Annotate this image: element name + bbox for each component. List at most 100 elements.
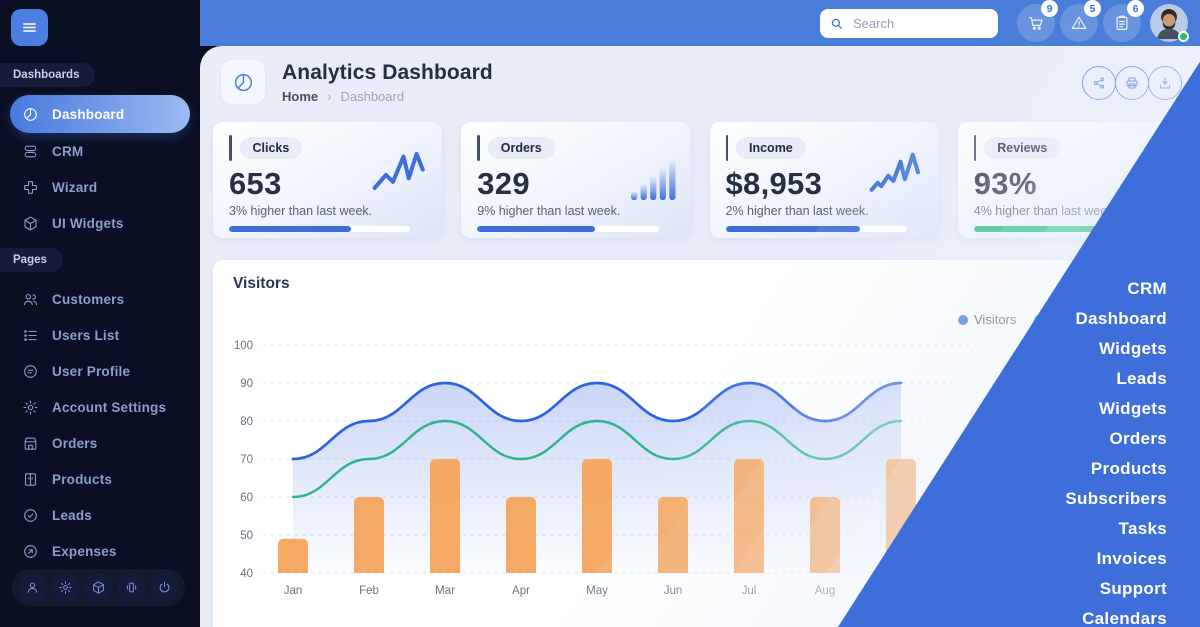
stat-progress-fill bbox=[229, 226, 351, 232]
sidebar-item-users-list[interactable]: Users List bbox=[10, 317, 190, 353]
stat-note: 2% higher than last week. bbox=[725, 204, 869, 218]
overlay-menu-item-products[interactable]: Products bbox=[1090, 459, 1167, 478]
overlay-menu-item-support[interactable]: Support bbox=[1099, 579, 1167, 598]
stat-progress-fill bbox=[725, 226, 860, 232]
sidebar-item-customers[interactable]: Customers bbox=[10, 281, 190, 317]
sidebar-item-label: User Profile bbox=[52, 363, 131, 379]
svg-text:May: May bbox=[586, 585, 608, 597]
sidebar-item-label: Expenses bbox=[52, 543, 117, 559]
plus-icon bbox=[22, 179, 39, 196]
overlay-menu-item-crm[interactable]: CRM bbox=[1127, 279, 1167, 298]
cart-button[interactable]: 9 bbox=[1017, 0, 1058, 42]
stat-value: 93% bbox=[973, 166, 1037, 201]
search-box[interactable] bbox=[820, 8, 998, 38]
tasks-button[interactable]: 6 bbox=[1103, 0, 1144, 42]
stat-tag-label: Orders bbox=[487, 137, 555, 159]
alerts-button[interactable]: 5 bbox=[1060, 0, 1101, 42]
stat-card-reviews[interactable]: Reviews 93% 4% higher than last week. bbox=[957, 122, 1187, 238]
svg-text:80: 80 bbox=[240, 416, 253, 428]
overlay-menu-item-widgets[interactable]: Widgets bbox=[1098, 399, 1167, 418]
dashboard-header-icon bbox=[220, 59, 266, 105]
stats-row: Clicks 653 3% higher than last week. Ord… bbox=[213, 122, 1187, 238]
overlay-menu-item-leads[interactable]: Leads bbox=[1116, 369, 1167, 388]
sidebar: Dashboards Dashboard CRM Wizard UI Widgets … bbox=[0, 0, 200, 627]
breadcrumb-home-link[interactable]: Home bbox=[282, 88, 319, 104]
sidebar-item-expenses[interactable]: Expenses bbox=[10, 533, 190, 569]
sidebar-item-user-profile[interactable]: User Profile bbox=[10, 353, 190, 389]
power-toolbar-button[interactable] bbox=[150, 573, 179, 602]
sidebar-item-orders[interactable]: Orders bbox=[10, 425, 190, 461]
sidebar-item-label: Customers bbox=[52, 291, 125, 307]
sidebar-nav-dashboards: Dashboard CRM Wizard UI Widgets bbox=[0, 95, 200, 241]
sidebar-item-dashboard[interactable]: Dashboard bbox=[10, 95, 190, 133]
line-chart-icon bbox=[869, 151, 925, 202]
sidebar-item-label: Orders bbox=[52, 435, 98, 451]
stat-progress-track bbox=[229, 226, 411, 232]
power-icon bbox=[159, 581, 170, 593]
overlay-menu-item-widgets[interactable]: Widgets bbox=[1098, 339, 1167, 358]
sidebar-item-wizard[interactable]: Wizard bbox=[10, 169, 190, 205]
sidebar-item-label: Products bbox=[52, 471, 113, 487]
share-button[interactable] bbox=[1082, 66, 1116, 100]
search-input[interactable] bbox=[851, 14, 989, 32]
stat-value: 329 bbox=[477, 166, 530, 201]
overlay-menu-item-dashboard[interactable]: Dashboard bbox=[1075, 309, 1167, 328]
user-icon bbox=[27, 582, 38, 593]
db-icon bbox=[22, 143, 39, 160]
sidebar-item-label: Account Settings bbox=[52, 399, 167, 415]
search-icon bbox=[831, 18, 842, 29]
sidebar-item-crm[interactable]: CRM bbox=[10, 133, 190, 169]
sidebar-section-pages: Pages bbox=[0, 248, 63, 272]
online-status-dot bbox=[1178, 31, 1189, 42]
download-button[interactable] bbox=[1148, 66, 1182, 100]
main-content: Analytics Dashboard Home › Dashboard Cli… bbox=[200, 46, 1200, 627]
chevron-right-icon: › bbox=[327, 88, 332, 104]
stat-card-income[interactable]: Income $8,953 2% higher than last week. bbox=[709, 122, 939, 238]
store-icon bbox=[22, 435, 39, 452]
clipboard-icon bbox=[1116, 15, 1128, 30]
svg-text:Jul: Jul bbox=[742, 585, 757, 597]
gear-icon bbox=[59, 581, 72, 594]
vibrate-toolbar-button[interactable] bbox=[117, 573, 146, 602]
sidebar-item-ui-widgets[interactable]: UI Widgets bbox=[10, 205, 190, 241]
sidebar-item-label: Users List bbox=[52, 327, 120, 343]
stat-progress-fill bbox=[477, 226, 596, 232]
sidebar-item-leads[interactable]: Leads bbox=[10, 497, 190, 533]
svg-text:70: 70 bbox=[240, 454, 253, 466]
svg-text:90: 90 bbox=[240, 378, 253, 390]
topbar: m Meta 9 5 6 bbox=[48, 0, 1200, 46]
printer-icon bbox=[1126, 77, 1138, 89]
overlay-menu-item-tasks[interactable]: Tasks bbox=[1118, 519, 1167, 538]
svg-text:Jun: Jun bbox=[664, 585, 683, 597]
cube-toolbar-button[interactable] bbox=[84, 573, 113, 602]
menu-toggle-button[interactable] bbox=[11, 9, 48, 46]
hamburger-icon bbox=[23, 23, 36, 32]
profile-icon bbox=[22, 363, 39, 380]
overlay-menu-item-orders[interactable]: Orders bbox=[1109, 429, 1167, 448]
chart-title: Visitors bbox=[233, 275, 290, 292]
overlay-menu-item-subscribers[interactable]: Subscribers bbox=[1065, 489, 1167, 508]
gear-toolbar-button[interactable] bbox=[51, 573, 80, 602]
user-toolbar-button[interactable] bbox=[18, 573, 47, 602]
share-icon bbox=[1093, 77, 1105, 89]
breadcrumb-current: Dashboard bbox=[340, 88, 405, 104]
sidebar-nav-pages: Customers Users List User Profile Account S… bbox=[0, 281, 200, 569]
stat-card-orders[interactable]: Orders 329 9% higher than last week. bbox=[461, 122, 691, 238]
sidebar-item-products[interactable]: Products bbox=[10, 461, 190, 497]
overlay-menu-item-calendars[interactable]: Calendars bbox=[1082, 609, 1167, 627]
sidebar-item-label: Wizard bbox=[52, 179, 98, 195]
svg-text:40: 40 bbox=[240, 568, 253, 580]
svg-text:Sep: Sep bbox=[891, 585, 911, 597]
print-button[interactable] bbox=[1115, 66, 1149, 100]
stat-card-clicks[interactable]: Clicks 653 3% higher than last week. bbox=[213, 122, 443, 238]
users-icon bbox=[22, 291, 39, 308]
svg-text:Feb: Feb bbox=[359, 585, 379, 597]
vibrate-icon bbox=[126, 582, 137, 593]
sidebar-item-account-settings[interactable]: Account Settings bbox=[10, 389, 190, 425]
overlay-menu-item-invoices[interactable]: Invoices bbox=[1096, 549, 1167, 568]
sidebar-item-label: CRM bbox=[52, 143, 84, 159]
cabinet-icon bbox=[22, 471, 39, 488]
svg-text:50: 50 bbox=[240, 530, 253, 542]
user-avatar[interactable] bbox=[1150, 4, 1189, 42]
list-icon bbox=[22, 327, 39, 344]
